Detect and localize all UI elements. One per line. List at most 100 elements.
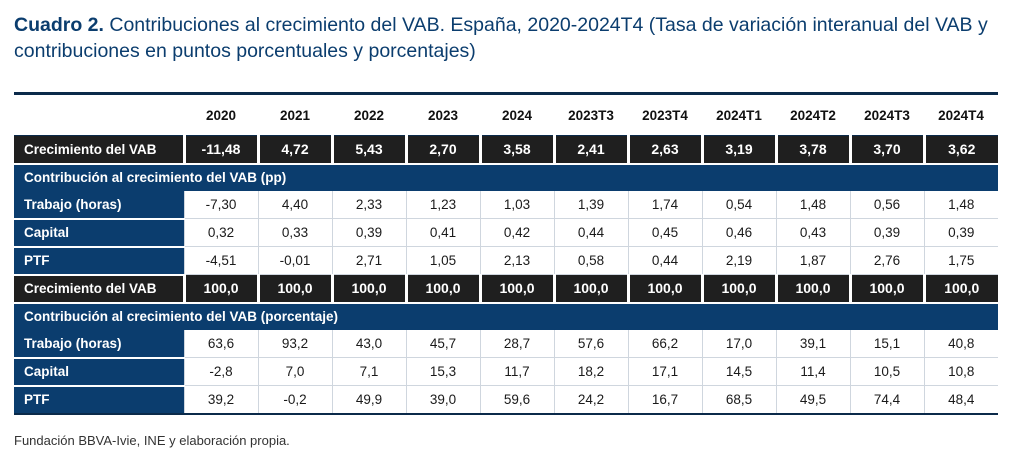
table-cell: 0,39 [331,218,406,247]
column-header: 2024T4 [938,107,984,123]
table-cell: 48,4 [923,385,998,415]
table-cell: 40,8 [923,329,998,358]
table-cell: 4,40 [257,190,332,219]
table-number: Cuadro 2. [14,14,104,36]
table-cell: 2,33 [331,190,406,219]
table-cell: 4,72 [256,135,332,164]
table-cell: 39,1 [775,329,850,358]
table-cell: 15,3 [405,357,480,386]
table-cell: -0,2 [257,385,332,415]
table-cell: 0,44 [627,246,702,275]
column-header: 2022 [353,107,385,123]
table-cell: 49,5 [775,385,850,415]
column-header: 2024T3 [864,107,910,123]
table-container: 2020 2021 2022 2023 2024 2023T3 2023T4 2… [14,92,998,415]
table-cell: 18,2 [553,357,628,386]
table-cell: 1,87 [775,246,850,275]
table-cell: 39,2 [183,385,258,415]
table-cell: 100,0 [404,274,480,303]
table-cell: 1,48 [923,190,998,219]
table-cell: 100,0 [256,274,332,303]
table-cell: 17,1 [627,357,702,386]
table-cell: 0,58 [553,246,628,275]
row-label: PTF [14,385,184,415]
table-cell: 2,19 [701,246,776,275]
table-cell: 100,0 [774,274,850,303]
column-header: 2024T2 [790,107,836,123]
section-header-percent: Contribución al crecimiento del VAB (por… [14,301,998,330]
table-cell: 0,39 [849,218,924,247]
table-row: Capital -2,8 7,0 7,1 15,3 11,7 18,2 17,1… [14,357,998,387]
table-cell: 100,0 [700,274,776,303]
header-row: 2020 2021 2022 2023 2024 2023T3 2023T4 2… [14,93,998,136]
column-header: 2024T1 [716,107,762,123]
table-cell: 2,70 [404,135,480,164]
table-cell: 0,45 [627,218,702,247]
column-header: 2020 [205,107,237,123]
table-cell: 43,0 [331,329,406,358]
table-row: PTF -4,51 -0,01 2,71 1,05 2,13 0,58 0,44… [14,246,998,276]
table-cell: 28,7 [479,329,554,358]
column-header: 2023 [427,107,459,123]
table-cell: 3,19 [700,135,776,164]
header-corner [14,94,184,136]
table-cell: 0,42 [479,218,554,247]
table-cell: 0,54 [701,190,776,219]
table-cell: 93,2 [257,329,332,358]
table-cell: 100,0 [330,274,406,303]
table-cell: 0,32 [183,218,258,247]
column-header: 2023T4 [642,107,688,123]
table-caption: Contribuciones al crecimiento del VAB. E… [14,14,988,62]
table-cell: 100,0 [182,274,258,303]
table-cell: 0,41 [405,218,480,247]
table-cell: 0,43 [775,218,850,247]
table-cell: 3,70 [848,135,924,164]
table-cell: -2,8 [183,357,258,386]
table-cell: 57,6 [553,329,628,358]
table-cell: 2,63 [626,135,702,164]
table-cell: 1,39 [553,190,628,219]
table-cell: 45,7 [405,329,480,358]
table-cell: 100,0 [552,274,628,303]
table-cell: 0,44 [553,218,628,247]
table-cell: 100,0 [922,274,998,303]
growth-row-rate: Crecimiento del VAB -11,48 4,72 5,43 2,7… [14,135,998,164]
table-cell: 1,74 [627,190,702,219]
table-cell: 10,8 [923,357,998,386]
section-header-pp: Contribución al crecimiento del VAB (pp) [14,162,998,191]
table-cell: 3,62 [922,135,998,164]
row-label: Capital [14,357,184,387]
table-cell: 68,5 [701,385,776,415]
row-label: Crecimiento del VAB [24,141,157,157]
table-cell: -4,51 [183,246,258,275]
table-cell: 2,41 [552,135,628,164]
table-cell: 1,03 [479,190,554,219]
table-cell: 74,4 [849,385,924,415]
growth-row-percent: Crecimiento del VAB 100,0 100,0 100,0 10… [14,274,998,303]
table-cell: 15,1 [849,329,924,358]
table-row: Trabajo (horas) 63,6 93,2 43,0 45,7 28,7… [14,329,998,359]
row-label: Crecimiento del VAB [24,281,157,296]
row-label: Capital [14,218,184,248]
table-cell: 63,6 [183,329,258,358]
table-cell: 14,5 [701,357,776,386]
section-label: Contribución al crecimiento del VAB (pp) [14,162,998,191]
table-cell: 1,48 [775,190,850,219]
table-cell: 17,0 [701,329,776,358]
table-cell: 1,05 [405,246,480,275]
table-row: PTF 39,2 -0,2 49,9 39,0 59,6 24,2 16,7 6… [14,385,998,415]
table-cell: -7,30 [183,190,258,219]
column-header: 2021 [279,107,311,123]
table-cell: 5,43 [330,135,406,164]
table-cell: 11,4 [775,357,850,386]
table-cell: 66,2 [627,329,702,358]
table-cell: 100,0 [626,274,702,303]
table-cell: 11,7 [479,357,554,386]
table-cell: 10,5 [849,357,924,386]
table-cell: 0,33 [257,218,332,247]
table-cell: 24,2 [553,385,628,415]
table-cell: 2,13 [479,246,554,275]
table-cell: 2,71 [331,246,406,275]
row-label: PTF [14,246,184,276]
table-cell: 100,0 [848,274,924,303]
